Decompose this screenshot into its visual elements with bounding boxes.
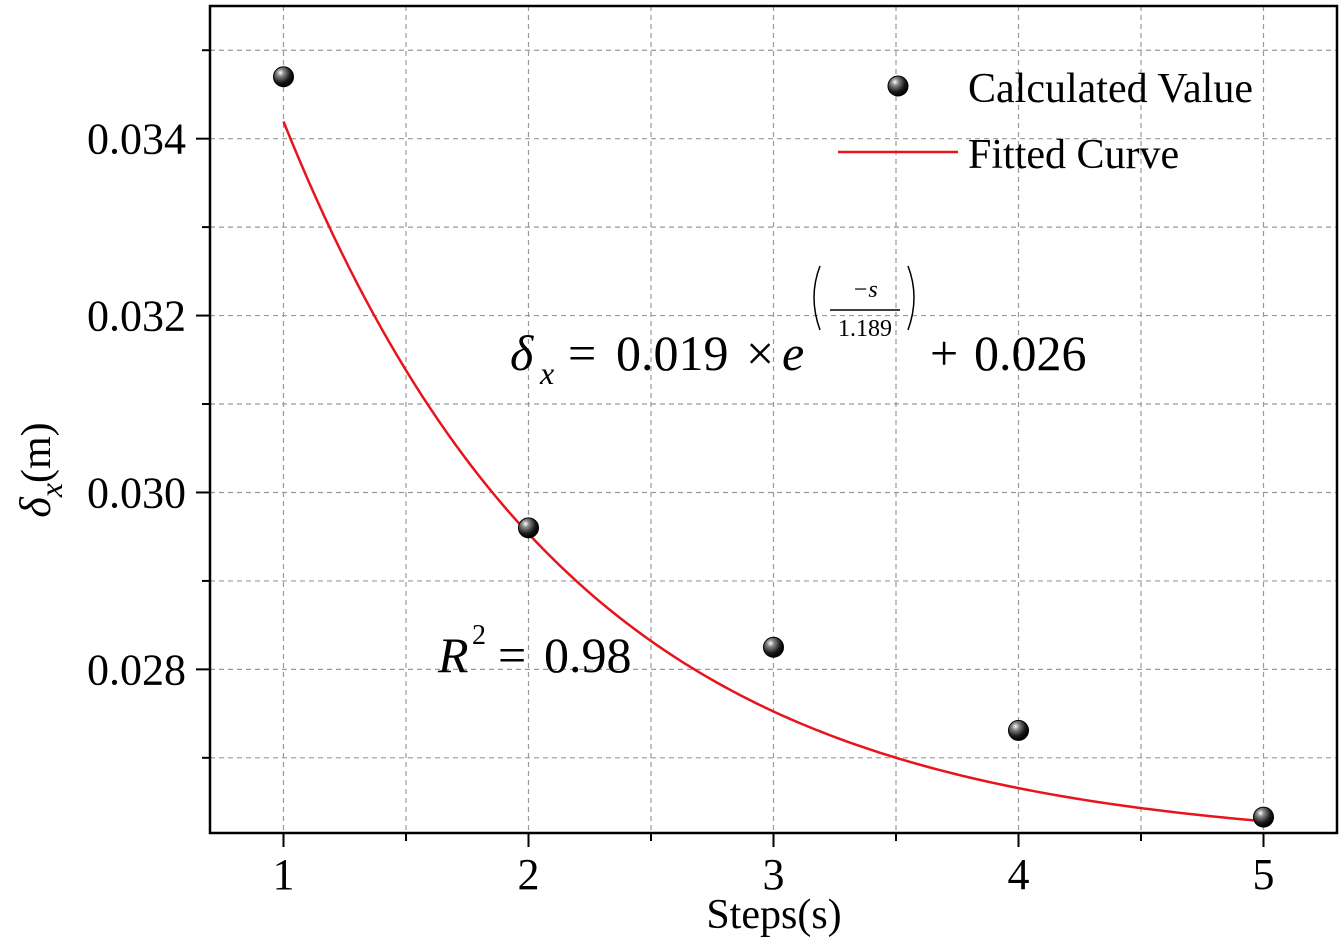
x-tick-label: 5 (1253, 850, 1275, 899)
x-tick-label: 4 (1008, 850, 1030, 899)
eq-plus: + (930, 325, 958, 381)
fit-equation: δ x = 0.019 × e −s 1.189 + 0.026 (510, 265, 1087, 391)
fitted-curve (282, 121, 1264, 823)
r2-value: 0.98 (544, 627, 632, 683)
y-axis-title: δx(m) (11, 422, 69, 517)
legend-label-fitted: Fitted Curve (968, 132, 1179, 178)
y-axis-subscript: x (33, 483, 69, 498)
r2-power: 2 (472, 620, 486, 651)
plot-frame (208, 4, 1339, 835)
data-point (518, 517, 539, 539)
eq-right-paren (907, 265, 915, 331)
x-tick-label: 1 (273, 850, 295, 899)
legend-item-fitted: Fitted Curve (838, 132, 1179, 178)
eq-exp-numerator: −s (852, 277, 878, 303)
legend-item-calculated: Calculated Value (887, 66, 1253, 112)
legend-marker-ball (887, 75, 909, 97)
data-point (1008, 719, 1029, 741)
eq-left-paren (813, 265, 821, 331)
axis-ticks (196, 49, 1265, 847)
data-point (763, 636, 784, 658)
grid-lines (210, 6, 1337, 833)
y-tick-label: 0.028 (87, 645, 186, 694)
eq-equals: = (568, 325, 596, 381)
x-tick-labels: 1 2 3 4 5 (273, 850, 1275, 899)
eq-exp-denominator: 1.189 (838, 316, 892, 342)
data-point (273, 66, 294, 88)
r-squared-annotation: R 2 = 0.98 (437, 620, 632, 683)
eq-base: e (782, 325, 804, 381)
r2-equals: = (498, 627, 526, 683)
eq-times: × (746, 325, 774, 381)
y-tick-labels: 0.028 0.030 0.032 0.034 (87, 115, 186, 695)
eq-constant: 0.026 (974, 325, 1087, 381)
x-tick-label: 3 (763, 850, 785, 899)
y-tick-label: 0.032 (87, 292, 186, 341)
x-axis-title: Steps(s) (706, 892, 841, 938)
x-tick-label: 2 (518, 850, 540, 899)
legend-label-calculated: Calculated Value (968, 66, 1253, 112)
eq-lhs-symbol: δ (510, 325, 534, 381)
fitted-curve-layer (282, 121, 1264, 823)
data-point (1253, 806, 1274, 828)
legend: Calculated Value Fitted Curve (838, 66, 1253, 178)
data-points (273, 66, 1274, 828)
eq-coef: 0.019 (616, 325, 729, 381)
y-axis-unit: (m) (14, 422, 60, 483)
eq-lhs-subscript: x (539, 355, 554, 391)
y-tick-label: 0.030 (87, 468, 186, 517)
y-axis-symbol: δ (11, 496, 60, 518)
r2-symbol: R (437, 627, 469, 683)
y-tick-label: 0.034 (87, 115, 186, 164)
